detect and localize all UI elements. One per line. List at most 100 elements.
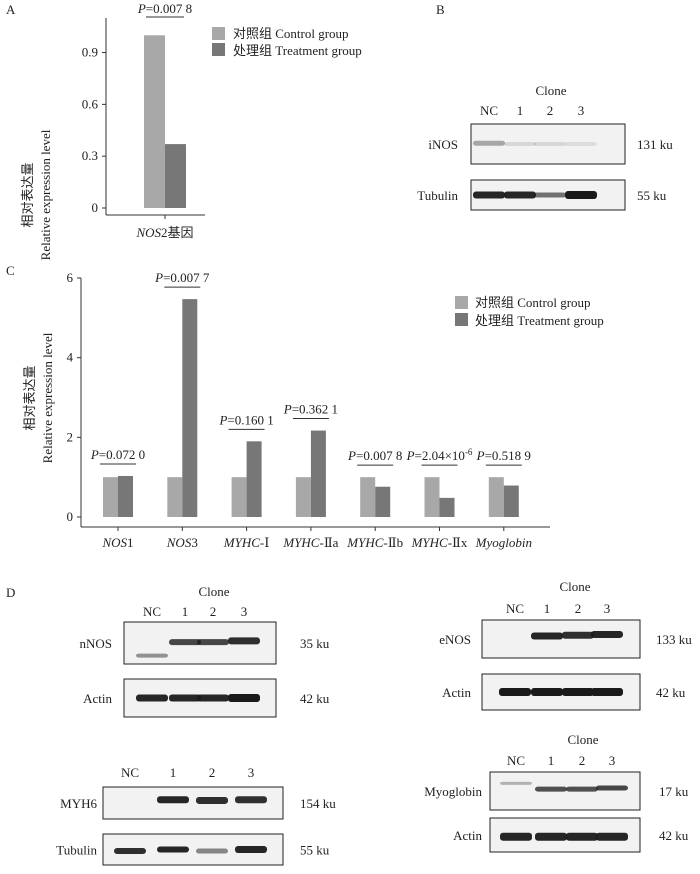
p-value-label-6-p: P [476, 448, 485, 463]
legend-label-treatment: 处理组 Treatment group [475, 313, 604, 328]
x-tick-label-0: NOS1 [101, 535, 133, 550]
legend-c: 对照组 Control group 处理组 Treatment group [455, 295, 604, 328]
band-0-lane-3 [228, 637, 260, 645]
band-1-lane-2 [196, 848, 228, 854]
legend-swatch-treatment [455, 313, 468, 326]
size-label-1: 42 ku [300, 691, 330, 706]
lane-label-3: 3 [578, 103, 585, 118]
band-1-lane-0 [500, 832, 532, 841]
band-0-lane-2 [562, 631, 594, 639]
band-1-lane-0 [114, 848, 146, 855]
size-label-0: 17 ku [659, 784, 689, 799]
bar-control-4 [360, 477, 376, 517]
bar-treatment-2 [246, 441, 262, 517]
lane-label-1: 1 [517, 103, 524, 118]
lane-label-0: NC [480, 103, 498, 118]
x-tick-label-0-italic: NOS [101, 535, 127, 550]
size-label-0: 154 ku [300, 796, 336, 811]
band-1-lane-0 [473, 191, 505, 199]
lane-label-1: 1 [548, 753, 555, 768]
lane-label-2: 2 [209, 765, 216, 780]
p-value-label-5: P=2.04×10-6 [406, 447, 473, 463]
band-1-lane-0 [499, 688, 531, 696]
bar-control-5 [424, 477, 440, 517]
blot-frame-0 [470, 123, 626, 165]
band-1-lane-1 [169, 694, 201, 702]
panel-b-letter: B [436, 2, 445, 17]
p-value-label-6-value: =0.518 9 [485, 448, 531, 463]
blot-b: Clone NC 1 2 3 iNOS 131 ku Tubulin 55 ku [417, 83, 673, 211]
x-tick-label-0-suffix: 1 [127, 535, 134, 550]
y-tick-label: 2 [67, 429, 74, 444]
band-0-lane-2 [566, 786, 598, 792]
lane-label-3: 3 [604, 601, 611, 616]
y-tick-label: 6 [67, 270, 74, 285]
x-tick-label-3-suffix: -Ⅱa [319, 535, 338, 550]
p-value-label-5-p: P [406, 448, 415, 463]
band-0-lane-1 [535, 786, 567, 792]
p-value-label-p: P [137, 1, 146, 16]
size-label-0: 35 ku [300, 636, 330, 651]
band-1-lane-1 [535, 832, 567, 841]
x-tick-label-6: Myoglobin [475, 535, 532, 550]
bar-control-nos2 [144, 35, 165, 208]
band-0-lane-3 [591, 630, 623, 638]
ylabel-en: Relative expression level [40, 332, 55, 463]
size-label-0: 131 ku [637, 137, 673, 152]
x-tick-label-1: NOS3 [166, 535, 198, 550]
band-0-lane-2 [534, 142, 566, 146]
band-1-lane-3 [228, 694, 260, 702]
x-tick-label-2-italic: MYHC [223, 535, 260, 550]
x-tick-label-4-suffix: -Ⅱb [383, 535, 403, 550]
p-value-label-4-value: =0.007 8 [356, 448, 402, 463]
ylabel-cn: 相对表达量 [20, 162, 35, 227]
x-tick-label-1-suffix: 3 [191, 535, 198, 550]
lane-label-1: 1 [544, 601, 551, 616]
chart-a: 0 0.3 0.6 0.9 P=0.007 8 NOS2基因 [82, 1, 205, 240]
panel-a: A 相对表达量 Relative expression level 0 0.3 0.… [6, 1, 362, 260]
p-value-label: P=0.007 8 [137, 1, 192, 16]
p-value-label-2-p: P [218, 412, 227, 427]
y-tick-label: 0.3 [82, 148, 98, 163]
blot-d4: Clone NC 1 2 3 Myoglobin 17 ku Actin 42 ku [424, 732, 689, 853]
x-tick-label-italic: NOS [135, 225, 161, 240]
legend-label-control: 对照组 Control group [233, 26, 349, 41]
band-0-lane-3 [235, 796, 267, 804]
p-value-label-5-exp: -6 [465, 447, 473, 457]
band-0-lane-3 [565, 142, 597, 146]
bar-control-3 [295, 477, 311, 517]
clone-label: Clone [198, 584, 229, 599]
panel-b: B Clone NC 1 2 3 iNOS 131 ku Tubulin 55 ku [417, 2, 673, 211]
band-0-lane-3 [596, 785, 628, 791]
bar-treatment-4 [375, 486, 391, 517]
protein-label-0: eNOS [439, 632, 471, 647]
protein-label-0: MYH6 [60, 796, 97, 811]
clone-label: Clone [567, 732, 598, 747]
panel-c-letter: C [6, 263, 15, 278]
lane-label-3: 3 [241, 604, 248, 619]
bar-control-2 [231, 477, 247, 517]
band-1-lane-1 [157, 846, 189, 853]
protein-label-1: Tubulin [56, 843, 97, 858]
panel-d-letter: D [6, 585, 15, 600]
x-tick-label-4: MYHC-Ⅱb [346, 535, 403, 550]
x-tick-label-3-italic: MYHC [282, 535, 319, 550]
x-tick-label-3: MYHC-Ⅱa [282, 535, 338, 550]
p-value-label-0-p: P [90, 447, 99, 462]
panel-c-ylabel: 相对表达量 Relative expression level [22, 332, 55, 463]
bar-control-0 [103, 477, 118, 517]
size-label-1: 42 ku [656, 685, 686, 700]
y-tick-label: 0 [92, 200, 99, 215]
panel-c: C 相对表达量 Relative expression level 0246P=… [6, 263, 604, 550]
y-tick-label: 0.9 [82, 45, 98, 60]
band-1-lane-3 [591, 688, 623, 696]
protein-label-0: Myoglobin [424, 784, 482, 799]
bar-treatment-0 [118, 475, 133, 517]
bar-treatment-3 [310, 430, 326, 517]
lane-label-0: NC [143, 604, 161, 619]
p-value-label-3: P=0.362 1 [283, 402, 338, 417]
size-label-0: 133 ku [656, 632, 692, 647]
x-tick-label-2-suffix: -Ⅰ [260, 535, 269, 550]
p-value-label-2-value: =0.160 1 [227, 412, 273, 427]
